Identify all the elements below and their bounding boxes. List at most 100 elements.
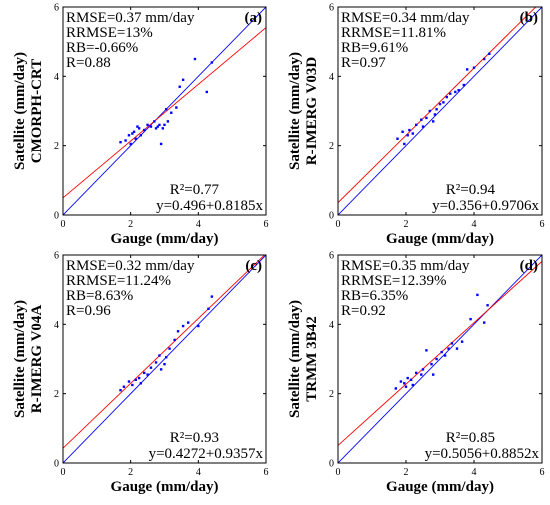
stat-line: R=0.92 xyxy=(341,303,386,319)
data-point xyxy=(435,108,438,111)
y-tick-label: 6 xyxy=(54,3,59,14)
data-point xyxy=(168,347,171,350)
data-point xyxy=(396,137,399,140)
panel-3: 0 2 4 6 0 2 4 6 RMSE=0.32 mm/dayRRMSE=11.24%RB=8… xyxy=(12,251,269,496)
data-point xyxy=(161,127,165,130)
stat-line: RRMSE=11.81% xyxy=(341,25,446,41)
data-point xyxy=(435,357,438,361)
data-point xyxy=(164,108,168,111)
r-squared-label: R²=0.85 xyxy=(446,430,495,446)
r-squared-label: R²=0.93 xyxy=(170,430,219,446)
data-point xyxy=(176,330,180,333)
data-point xyxy=(408,128,411,132)
data-point xyxy=(119,389,122,392)
x-tick-label: 6 xyxy=(540,219,545,230)
x-tick-label: 4 xyxy=(196,219,201,230)
one-to-one-line xyxy=(338,7,542,215)
data-point xyxy=(159,142,163,146)
panel-4: 0 2 4 6 0 2 4 6 RMSE=0.35 mm/dayRRMSE=12.39%RB=6… xyxy=(287,251,545,496)
data-point xyxy=(139,134,143,137)
data-point xyxy=(440,350,443,354)
data-point xyxy=(404,385,408,388)
y-axis-label: Satellite (mm/day) xyxy=(287,300,303,418)
x-tick-label: 6 xyxy=(540,467,545,478)
data-point xyxy=(119,141,122,144)
data-point xyxy=(401,130,404,133)
data-point xyxy=(455,347,459,350)
regression-equation: y=0.496+0.8185x xyxy=(156,198,263,214)
data-point xyxy=(136,125,139,128)
y-tick-label: 4 xyxy=(54,72,59,83)
data-point xyxy=(186,321,190,324)
data-point xyxy=(483,321,486,324)
data-point xyxy=(127,134,131,137)
data-point xyxy=(193,57,197,61)
data-point xyxy=(415,371,418,375)
regression-line xyxy=(338,261,542,446)
data-point xyxy=(445,95,448,99)
data-point xyxy=(450,342,454,345)
y-axis-product-label: R-IMERG V03D xyxy=(304,57,320,166)
data-point xyxy=(143,371,146,375)
data-point xyxy=(166,120,170,123)
data-point xyxy=(149,366,153,369)
regression-equation: y=0.5056+0.8852x xyxy=(425,446,540,462)
panel-label: (d) xyxy=(520,258,538,274)
y-tick-label: 6 xyxy=(329,251,334,262)
data-point xyxy=(421,368,425,371)
y-tick-label: 4 xyxy=(329,72,334,83)
y-axis-label: Satellite (mm/day) xyxy=(12,52,28,170)
y-tick-label: 0 xyxy=(329,211,334,222)
data-point xyxy=(432,120,435,123)
y-tick-label: 0 xyxy=(54,459,59,470)
stat-line: R=0.97 xyxy=(341,55,386,71)
y-tick-label: 4 xyxy=(54,320,59,331)
data-point xyxy=(146,123,149,127)
stat-line: RMSE=0.34 mm/day xyxy=(341,10,470,26)
data-point xyxy=(154,361,158,364)
data-point xyxy=(181,78,185,81)
data-point xyxy=(197,324,200,328)
y-tick-label: 6 xyxy=(54,251,59,262)
regression-equation: y=0.356+0.9706x xyxy=(432,198,539,214)
panel-label: (b) xyxy=(520,10,538,26)
data-point xyxy=(406,134,409,137)
data-point xyxy=(158,354,161,357)
data-point xyxy=(154,127,158,130)
stat-line: RMSE=0.37 mm/day xyxy=(66,10,195,26)
data-point xyxy=(486,304,489,307)
x-tick-label: 6 xyxy=(264,219,269,230)
x-tick-label: 0 xyxy=(61,219,66,230)
data-point xyxy=(158,123,161,127)
panel-label: (a) xyxy=(245,10,263,26)
data-point xyxy=(411,132,414,135)
data-point xyxy=(428,109,431,113)
y-axis-product-label: R-IMERG V04A xyxy=(29,305,45,414)
panel-label: (c) xyxy=(245,258,262,274)
panel-2: 0 2 4 6 0 2 4 6 RMSE=0.34 mm/dayRRMSE=11.81%RB=9… xyxy=(287,3,545,248)
panel-1: 0 2 4 6 0 2 4 6 RMSE=0.37 mm/dayRRMSE=13%RB=-0.6… xyxy=(12,3,269,248)
data-point xyxy=(454,90,457,94)
data-point xyxy=(163,363,166,366)
data-point xyxy=(403,382,406,385)
plot-frame xyxy=(62,6,267,216)
y-axis-product-label: TRMM 3B42 xyxy=(304,316,320,401)
x-tick-label: 0 xyxy=(336,219,341,230)
data-point xyxy=(181,324,185,328)
x-axis-label: Gauge (mm/day) xyxy=(111,479,219,495)
data-point xyxy=(409,378,413,381)
x-tick-label: 2 xyxy=(128,467,133,478)
data-point xyxy=(164,356,168,359)
stat-line: RMSE=0.32 mm/day xyxy=(66,258,195,274)
y-tick-label: 2 xyxy=(54,141,59,152)
data-point xyxy=(175,106,178,109)
stat-line: RMSE=0.35 mm/day xyxy=(341,258,470,274)
data-point xyxy=(443,354,447,357)
x-tick-label: 6 xyxy=(264,467,269,478)
data-point xyxy=(207,307,210,310)
data-point xyxy=(127,380,131,383)
x-tick-label: 4 xyxy=(472,219,477,230)
data-point xyxy=(406,376,409,380)
data-point xyxy=(143,128,146,132)
data-point xyxy=(425,116,428,120)
